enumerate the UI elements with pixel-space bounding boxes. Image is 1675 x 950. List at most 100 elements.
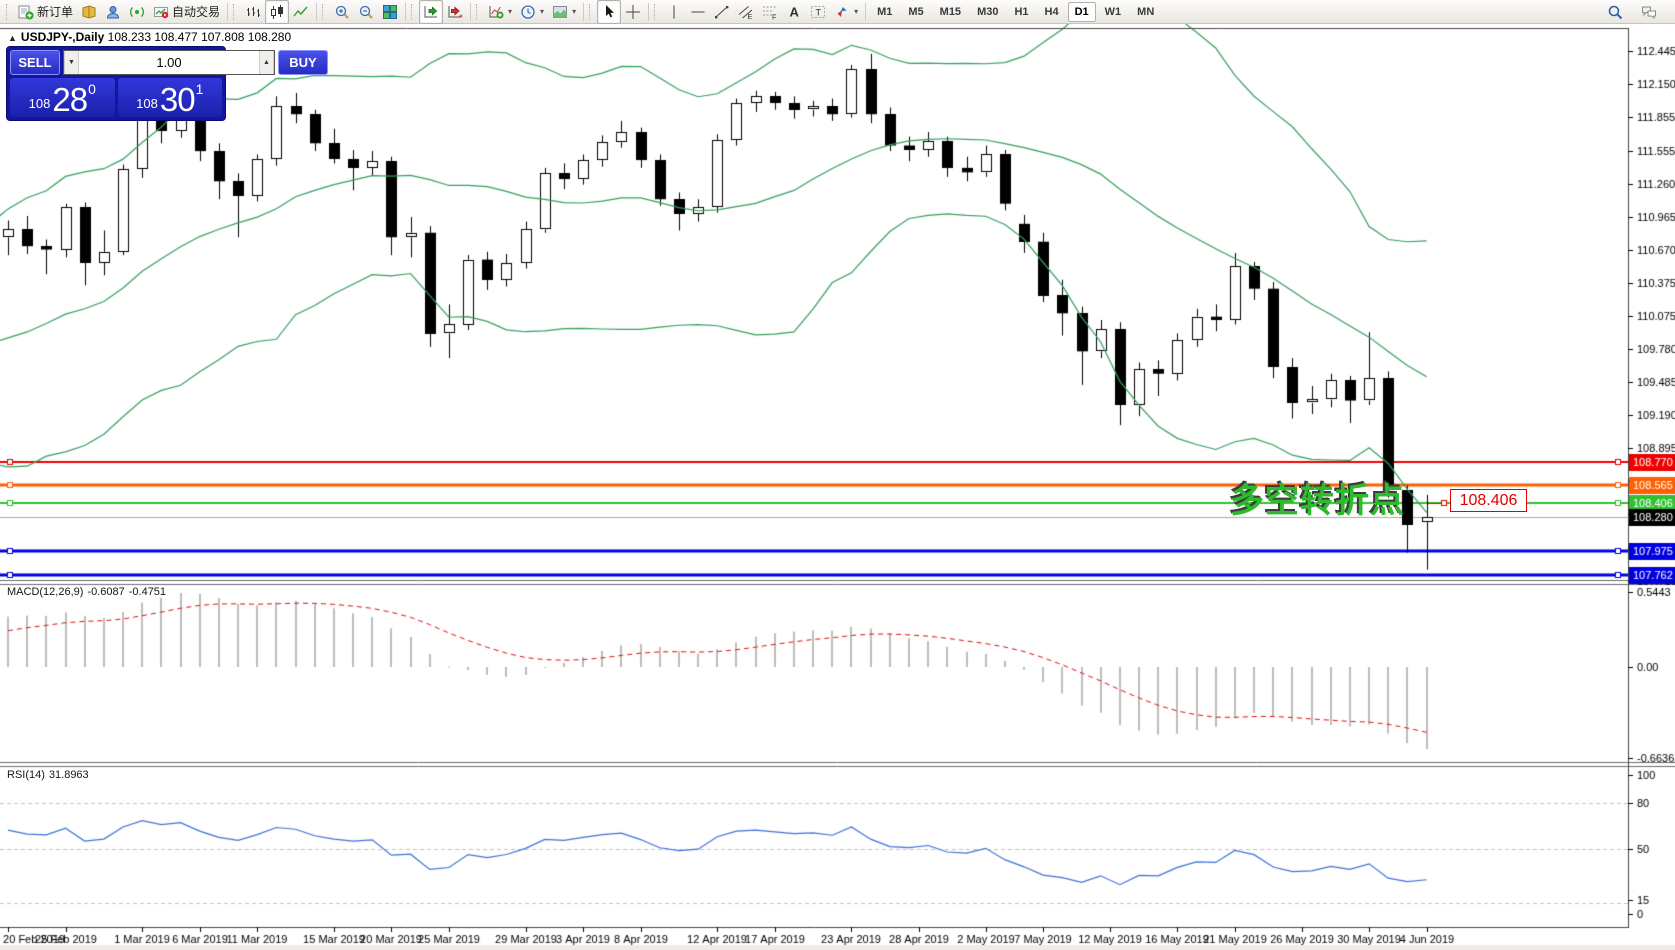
linechart-icon [293,6,308,16]
price-label-object[interactable]: 108.406 [1450,489,1527,512]
textT-icon: T [811,5,826,18]
template-icon [553,5,568,18]
chart-shift-button[interactable] [443,0,467,24]
toolbar-right-icons [1603,0,1671,24]
timeframe-mn-button[interactable]: MN [1137,5,1155,18]
buy-price-big: 30 [159,81,196,118]
signal-icon [130,6,144,17]
toolbar-separator [227,2,229,21]
chevron-down-icon[interactable]: ▾ [508,7,513,16]
chevron-down-icon[interactable]: ▾ [572,7,577,16]
toolbar-grip [654,3,658,20]
volume-stepper: ▼ ▲ [63,50,275,75]
timeframe-m15-button[interactable]: M15 [939,5,962,18]
candles-icon [271,4,284,19]
toolbar-separator [648,2,650,21]
svg-text:F: F [772,14,776,20]
text-label-button[interactable]: T [806,0,830,24]
macd-indicator-label: MACD(12,26,9) -0.6087 -0.4751 [7,586,170,598]
turning-point-annotation[interactable]: 多空转折点 [1230,482,1405,520]
shift-icon [448,5,463,17]
zoomout-icon [359,5,373,19]
toolbar-separator [316,2,318,21]
auto-trading-button[interactable]: 自动交易 [149,0,224,24]
signals-button[interactable] [125,0,149,24]
chart-candles-button[interactable] [265,0,290,24]
clock-icon [521,4,535,19]
arrows-icon [837,6,847,17]
macd-value: -0.6087 [87,586,125,598]
text-button[interactable]: A [782,0,806,24]
volume-increase-button[interactable]: ▲ [259,51,274,74]
vline-icon [673,5,675,18]
chart-bars-button[interactable] [241,0,265,24]
chevron-down-icon[interactable]: ▾ [854,7,859,16]
buy-button[interactable]: BUY [278,50,328,75]
buy-price-prefix: 108 [136,96,158,111]
collapse-panel-arrow[interactable]: ▲ [8,33,17,43]
toolbar-grip [411,3,415,20]
timeframe-h4-button[interactable]: H4 [1044,5,1059,18]
trendline-button[interactable] [710,0,734,24]
toolbar-grip [589,3,593,20]
new-order-label: 新订单 [37,5,74,19]
bars-icon [247,6,261,17]
toolbar-separator [865,2,867,21]
chevron-down-icon[interactable]: ▾ [540,7,545,16]
zoom-out-button[interactable] [354,0,378,24]
toolbar-grip [322,3,326,20]
timeframe-d1-button[interactable]: D1 [1067,1,1096,22]
buy-price-sup: 1 [195,81,204,97]
volume-decrease-button[interactable]: ▼ [64,51,79,74]
svg-text:E: E [748,14,753,20]
macd-name: MACD(12,26,9) [7,586,84,598]
tile-windows-button[interactable] [378,0,402,24]
volume-input[interactable] [79,51,259,74]
indicators-icon [489,5,504,18]
chart-line-button[interactable] [289,0,313,24]
indicators-button[interactable]: ▾ [484,0,516,24]
zoom-in-button[interactable] [330,0,354,24]
svg-text:A: A [790,4,800,19]
symbol-period-label: USDJPY-,Daily [20,30,105,44]
horizontal-line-button[interactable] [686,0,710,24]
profile-button[interactable] [101,0,125,24]
timeframe-w1-button[interactable]: W1 [1104,5,1122,18]
sell-price-big: 28 [52,81,88,118]
svg-text:T: T [816,7,822,17]
search-icon [1608,5,1623,19]
search-button[interactable] [1603,0,1627,24]
equidistant-channel-button[interactable]: E [734,0,758,24]
auto-scroll-button[interactable] [419,0,444,24]
fibo-icon: F [763,6,778,20]
zoomin-icon [335,5,349,19]
sell-button[interactable]: SELL [10,50,60,75]
toolbar-grip [233,3,237,20]
book-icon [82,4,96,19]
sell-price-prefix: 108 [28,96,51,111]
templates-button[interactable]: ▾ [548,0,580,24]
timeframe-m1-button[interactable]: M1 [877,5,893,18]
textA-icon: A [790,4,800,19]
new-order-button[interactable]: 新订单 [14,0,77,24]
user-icon [107,5,120,18]
chat-button[interactable] [1637,0,1661,24]
rsi-name: RSI(14) [7,769,45,781]
sell-price-sup: 0 [88,81,96,97]
crosshair-button[interactable] [621,0,645,24]
fibonacci-button[interactable]: F [758,0,782,24]
chat-icon [1642,6,1656,19]
sell-price[interactable]: 108 28 0 [10,78,115,117]
timeframe-m5-button[interactable]: M5 [908,5,924,18]
buy-price[interactable]: 108 30 1 [117,78,222,118]
timeframe-h1-button[interactable]: H1 [1014,5,1029,18]
periods-button[interactable]: ▾ [516,0,548,24]
chart-canvas[interactable] [0,24,1675,950]
journal-button[interactable] [77,0,101,24]
cursor-button[interactable] [597,0,622,24]
arrows-button[interactable]: ▾ [830,0,862,24]
timeframe-m30-button[interactable]: M30 [977,5,999,18]
vertical-line-button[interactable] [662,0,686,24]
